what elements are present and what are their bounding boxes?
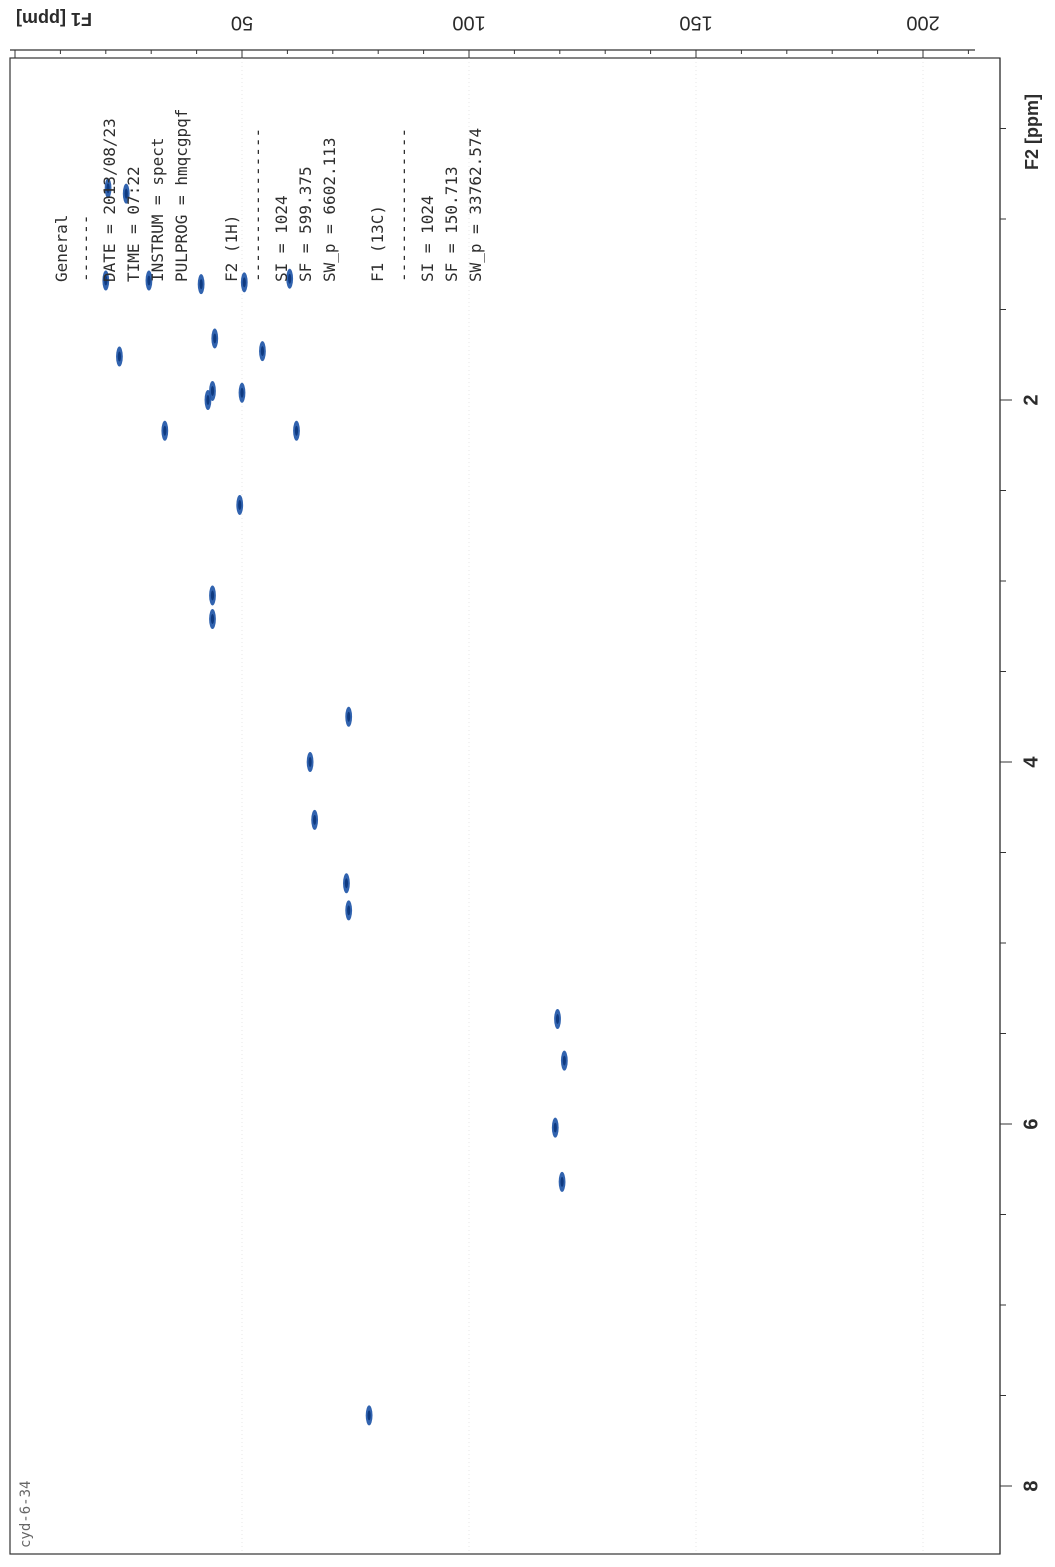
- f1-axis: 50 100 150 200: [10, 12, 975, 1554]
- param-separator: ----------------: [394, 127, 413, 282]
- peak-core: [163, 425, 167, 436]
- param-f1-sf: SF = 150.713: [442, 166, 461, 282]
- peak-core: [288, 273, 292, 284]
- peak-core: [117, 351, 122, 362]
- cross-peak: [104, 178, 112, 199]
- param-f2-si: SI = 1024: [272, 195, 291, 282]
- f2-axis-label: F2 [ppm]: [1022, 94, 1042, 170]
- peak-core: [260, 346, 265, 357]
- f1-tick-label: 100: [452, 12, 485, 34]
- peak-core: [210, 614, 215, 625]
- peak-core: [242, 277, 246, 288]
- param-date: DATE = 2013/08/23: [100, 118, 119, 282]
- peak-core: [240, 387, 244, 398]
- cross-peak: [238, 382, 246, 403]
- param-separator: ----------------: [248, 127, 267, 282]
- peak-core: [124, 188, 128, 199]
- peak-core: [210, 590, 215, 601]
- peak-core: [344, 878, 349, 889]
- cross-peak: [204, 390, 212, 410]
- cross-peak: [293, 420, 300, 441]
- peak-core: [555, 1014, 560, 1025]
- peak-core: [106, 183, 110, 194]
- peak-core: [347, 905, 351, 916]
- cross-peak: [161, 420, 169, 441]
- param-time: TIME = 07:22: [124, 166, 143, 282]
- cross-peak: [116, 346, 123, 367]
- f2-tick-label: 2: [1020, 394, 1042, 405]
- cross-peak: [286, 268, 294, 289]
- cross-peak: [259, 341, 266, 362]
- cross-peak: [365, 1405, 373, 1426]
- cross-peak: [145, 270, 153, 291]
- peak-core: [294, 425, 299, 436]
- cross-peak: [102, 270, 110, 291]
- cross-peak: [311, 809, 319, 830]
- param-pulprog: PULPROG = hmqcgpqf: [172, 108, 191, 282]
- peak-layer: [102, 178, 568, 1426]
- peak-core: [313, 814, 317, 825]
- peak-core: [210, 385, 215, 396]
- f2-tick-label: 6: [1020, 1118, 1042, 1129]
- f1-tick-label: 200: [906, 12, 939, 34]
- cross-peak: [306, 752, 314, 772]
- cross-peak: [560, 1050, 568, 1071]
- f2-axis: 2 4 6 8: [999, 58, 1042, 1554]
- peak-core: [199, 279, 203, 290]
- param-general: General: [52, 214, 71, 282]
- cross-peak: [197, 274, 205, 295]
- peak-core: [104, 275, 108, 286]
- f1-tick-label: 50: [231, 12, 253, 34]
- cross-peak: [240, 272, 248, 293]
- peak-core: [560, 1176, 564, 1187]
- cross-peak: [551, 1117, 559, 1138]
- peak-core: [347, 711, 351, 722]
- f1-tick-label: 150: [679, 12, 712, 34]
- cross-peak: [236, 494, 244, 515]
- peak-core: [238, 499, 242, 510]
- peak-core: [308, 757, 312, 767]
- param-f2-nucleus: F2 (1H): [222, 214, 241, 282]
- param-instrum: INSTRUM = spect: [148, 137, 167, 283]
- peak-core: [367, 1410, 371, 1421]
- param-f1-sw: SW_p = 33762.574: [466, 127, 485, 282]
- param-separator: -------: [76, 214, 95, 282]
- cross-peak: [558, 1171, 566, 1192]
- peak-core: [147, 275, 151, 286]
- cross-peak: [122, 183, 130, 204]
- cross-peak: [209, 585, 216, 606]
- cross-peak: [345, 706, 353, 727]
- peak-core: [553, 1122, 557, 1133]
- cross-peak: [211, 328, 219, 349]
- peak-core: [213, 333, 217, 344]
- f2-tick-label: 4: [1020, 756, 1042, 768]
- cross-peak: [345, 900, 353, 921]
- param-f1-nucleus: F1 (13C): [368, 204, 387, 282]
- f1-axis-label: F1 [ppm]: [16, 9, 92, 29]
- sample-id: cyd-6-34: [18, 1480, 34, 1548]
- cross-peak: [554, 1009, 561, 1030]
- cross-peak: [343, 873, 350, 894]
- param-f2-sf: SF = 599.375: [296, 166, 315, 282]
- plot-frame: [9, 57, 1001, 1555]
- cross-peak: [209, 609, 216, 630]
- f2-tick-label: 8: [1020, 1480, 1042, 1491]
- param-f1-si: SI = 1024: [418, 195, 437, 282]
- param-f2-sw: SW_p = 6602.113: [320, 137, 339, 283]
- peak-core: [206, 395, 210, 405]
- peak-core: [562, 1055, 566, 1066]
